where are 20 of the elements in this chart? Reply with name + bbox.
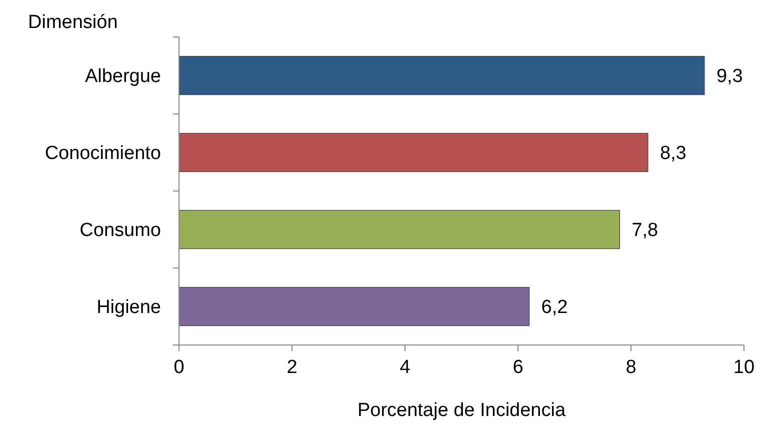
y-tick-label: Consumo — [80, 220, 161, 242]
bar — [178, 210, 620, 250]
y-tick-label: Higiene — [96, 297, 161, 318]
x-tick-label: 2 — [286, 357, 298, 378]
data-label: 7,8 — [632, 220, 658, 242]
y-tick-label: Conocimiento — [44, 143, 161, 164]
bar — [178, 56, 705, 96]
data-label: 8,3 — [660, 143, 686, 164]
data-label: 9,3 — [716, 66, 743, 88]
x-tick-label: 10 — [733, 357, 755, 378]
data-label: 6,2 — [541, 297, 568, 318]
x-tick-label: 6 — [512, 357, 524, 378]
x-tick-label: 8 — [626, 357, 636, 378]
x-tick-label: 4 — [400, 357, 411, 378]
bar — [178, 132, 648, 172]
x-axis-title: Porcentaje de Incidencia — [357, 400, 566, 421]
bar — [178, 286, 530, 326]
x-tick-label: 0 — [174, 357, 184, 378]
y-axis-title: Dimensión — [28, 12, 118, 33]
y-tick-label: Albergue — [84, 66, 161, 88]
